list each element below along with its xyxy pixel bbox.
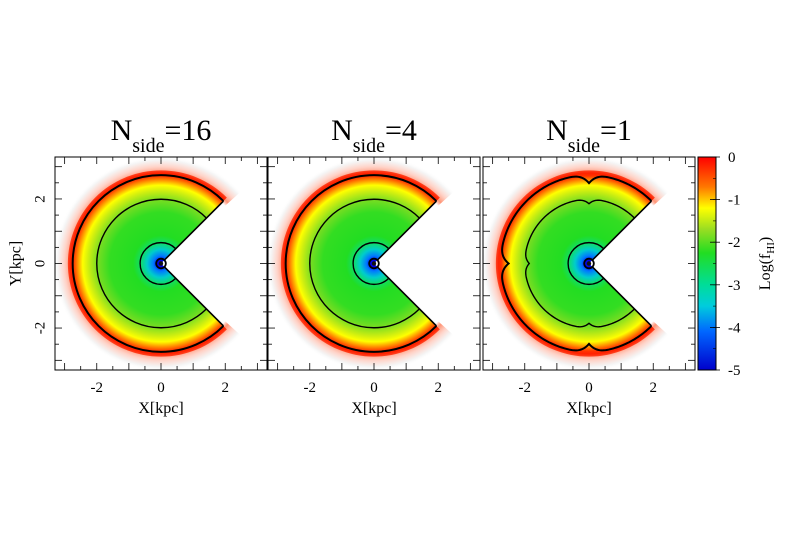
tick-marks	[55, 157, 267, 370]
contour-inner	[155, 257, 167, 270]
x-tick-label: -2	[519, 380, 532, 396]
x-axis-label: X[kpc]	[138, 400, 183, 417]
wedge-edges	[163, 200, 225, 327]
panel-1: -2 0 2 X[kpc] 2 0 -2 Y[kpc] Nside=16	[8, 114, 268, 417]
contour-1	[567, 241, 605, 286]
y-tick-label: 0	[32, 260, 48, 268]
wedge-edges	[376, 200, 438, 327]
panel-title-main: N	[546, 114, 568, 147]
colorbar-tick-label: 0	[728, 150, 736, 166]
panel-2: -2 0 2 X[kpc] Nside=4	[267, 114, 481, 417]
colorbar: 0 -1 -2 -3 -4 -5 Log(fHI)	[697, 150, 777, 379]
x-tick-label: 0	[370, 380, 378, 396]
panel-content	[483, 157, 669, 370]
colorbar-tick-label: -4	[728, 320, 741, 336]
panels: -2 0 2X[kpc]20-2Y[kpc]Nside=16-2 0 2X[kpc]Ns…	[8, 114, 696, 417]
panel-title-suffix: =16	[164, 114, 211, 147]
panel-3: -2 0 2 X[kpc] Nside=1	[482, 114, 696, 417]
colorbar-label-sub: HI	[765, 242, 777, 254]
contour-2	[525, 199, 635, 328]
colorbar-label: Log(fHI)	[757, 237, 777, 290]
fhi-map	[495, 170, 655, 357]
colorbar-tick-label: -2	[728, 235, 741, 251]
panel-title: Nside=1	[546, 114, 632, 157]
tick-marks	[268, 157, 480, 370]
panel-content	[268, 157, 454, 370]
fhi-map	[280, 170, 440, 357]
y-tick-label: 2	[32, 195, 48, 203]
colorbar-tick-label: -5	[728, 363, 741, 379]
contour-2	[309, 198, 420, 329]
panel-title-sub: side	[132, 135, 164, 157]
colorbar-tick-label: -1	[728, 193, 741, 209]
fhi-disk	[67, 170, 227, 357]
x-tick-label: 0	[157, 380, 165, 396]
contour-2	[96, 198, 207, 329]
panel-title: Nside=16	[111, 114, 212, 157]
tick-marks	[483, 157, 695, 370]
x-tick-label: 2	[221, 380, 229, 396]
colorbar-label-main: Log(f	[757, 253, 774, 290]
contour-3	[71, 174, 225, 353]
x-axis-label: X[kpc]	[566, 400, 611, 417]
contour-1	[139, 241, 177, 286]
x-tick-label: 0	[585, 380, 593, 396]
contour-1	[352, 241, 390, 286]
x-tick-label: -2	[304, 380, 317, 396]
fhi-disk	[495, 170, 655, 357]
panel-content	[55, 157, 241, 370]
wedge-edges	[591, 200, 653, 327]
x-tick-label: 2	[434, 380, 442, 396]
contour-3	[501, 175, 653, 352]
panel-title-sub: side	[568, 135, 600, 157]
center-dot	[371, 261, 377, 266]
x-axis-label: X[kpc]	[351, 400, 396, 417]
y-axis-label: Y[kpc]	[8, 241, 25, 286]
panel-title: Nside=4	[331, 114, 417, 157]
panel-title-main: N	[111, 114, 133, 147]
y-tick-label: -2	[32, 322, 48, 335]
panel-title-main: N	[331, 114, 353, 147]
contour-3	[284, 174, 438, 353]
center-dot	[158, 261, 164, 266]
panel-title-sub: side	[353, 135, 385, 157]
contour-inner	[583, 257, 595, 270]
colorbar-tick-label: -3	[728, 278, 741, 294]
colorbar-label-close: )	[757, 237, 774, 242]
panel-title-suffix: =4	[385, 114, 417, 147]
panel-title-suffix: =1	[600, 114, 632, 147]
center-dot	[586, 261, 592, 266]
fhi-map	[67, 170, 227, 357]
x-tick-label: 2	[649, 380, 657, 396]
x-tick-label: -2	[91, 380, 104, 396]
fhi-disk	[280, 170, 440, 357]
contour-inner	[368, 257, 380, 270]
